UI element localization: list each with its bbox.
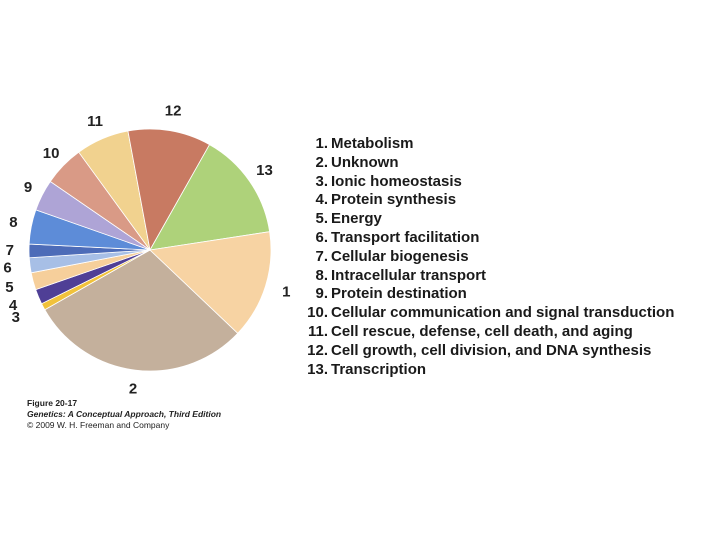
legend-number: 2. [315, 153, 328, 171]
legend-label: Energy [331, 210, 382, 228]
legend-number: 4. [315, 191, 328, 209]
legend-item: 13. Transcription [300, 361, 674, 380]
slice-label-8: 8 [9, 214, 17, 231]
legend-label: Transcription [331, 360, 427, 378]
pie-slice-13 [149, 144, 271, 251]
legend-item: 2. Unknown [300, 154, 674, 173]
slice-label-3: 3 [12, 309, 20, 326]
slice-label-12: 12 [165, 103, 182, 120]
slice-label-5: 5 [5, 279, 13, 296]
legend-label: Intracellular transport [331, 266, 487, 284]
figure-number: Figure 20-17 [27, 398, 78, 408]
legend-number: 13. [307, 360, 328, 378]
legend-label: Cell rescue, defense, cell death, and ag… [331, 322, 633, 340]
figure-caption: Figure 20-17 Genetics: A Conceptual Appr… [27, 398, 221, 431]
legend-label: Protein synthesis [331, 191, 457, 209]
pie-slice-12 [127, 128, 211, 252]
legend-number: 3. [315, 172, 328, 190]
slice-label-6: 6 [3, 260, 11, 277]
legend-label: Protein destination [331, 285, 467, 303]
slice-label-7: 7 [6, 242, 14, 259]
legend-number: 10. [307, 304, 328, 322]
slice-label-4: 4 [9, 297, 18, 314]
slice-label-13: 13 [256, 162, 273, 179]
legend-label: Transport facilitation [331, 228, 480, 246]
legend-label: Ionic homeostasis [331, 172, 462, 190]
legend-label: Unknown [331, 153, 399, 171]
legend-item: 8. Intracellular transport [300, 267, 674, 286]
slice-label-2: 2 [129, 380, 137, 397]
legend-number: 11. [307, 322, 328, 340]
legend-item: 11. Cell rescue, defense, cell death, and… [300, 323, 674, 342]
slice-label-10: 10 [43, 145, 60, 162]
legend-label: Cell growth, cell division, and DNA synt… [331, 341, 652, 359]
slice-label-1: 1 [282, 284, 290, 301]
legend-item: 9. Protein destination [300, 285, 674, 304]
legend-number: 5. [315, 210, 328, 228]
legend-label: Metabolism [331, 135, 414, 152]
legend-label: Cellular biogenesis [331, 247, 469, 265]
slice-label-9: 9 [24, 179, 32, 196]
legend: 1. Metabolism 2. Unknown 3. Ionic homeostas… [300, 135, 674, 379]
legend-number: 12. [307, 341, 328, 359]
legend-label: Cellular communication and signal transd… [331, 304, 675, 322]
legend-number: 9. [315, 285, 328, 303]
legend-number: 8. [315, 266, 328, 284]
legend-item: 5. Energy [300, 210, 674, 229]
legend-number: 1. [315, 135, 328, 152]
book-title: Genetics: A Conceptual Approach, Third E… [27, 409, 222, 419]
legend-number: 7. [315, 247, 328, 265]
legend-item: 4. Protein synthesis [300, 191, 674, 210]
legend-number: 6. [315, 228, 328, 246]
legend-item: 6. Transport facilitation [300, 229, 674, 248]
pie-slice-1 [149, 231, 272, 334]
legend-item: 10. Cellular communication and signal tra… [300, 304, 674, 323]
legend-item: 3. Ionic homeostasis [300, 173, 674, 192]
legend-item: 7. Cellular biogenesis [300, 248, 674, 267]
copyright-notice: © 2009 W. H. Freeman and Company [27, 420, 170, 430]
legend-item: 1. Metabolism [300, 135, 674, 154]
slice-label-11: 11 [87, 113, 103, 130]
legend-item: 12. Cell growth, cell division, and DNA s… [300, 342, 674, 361]
pie-slice-2 [44, 249, 239, 372]
